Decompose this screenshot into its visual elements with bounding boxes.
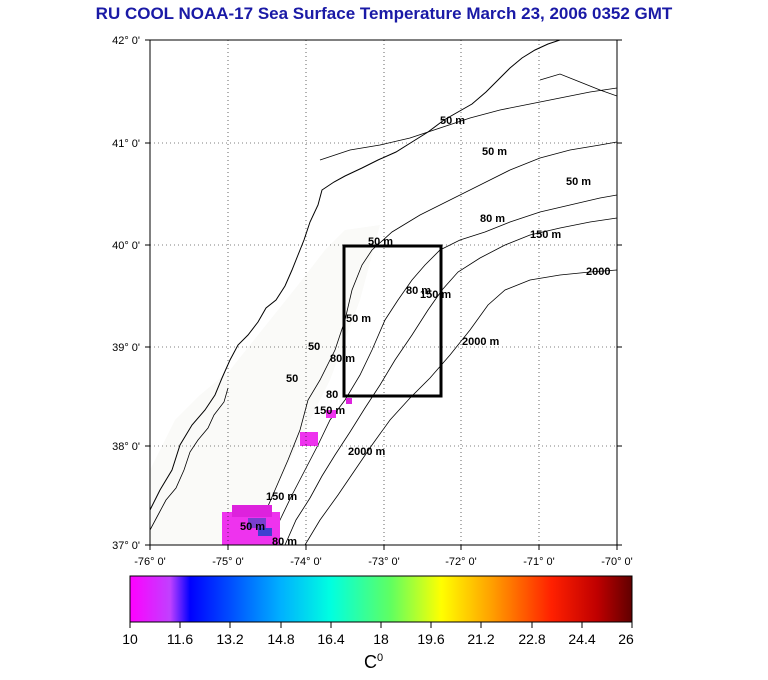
colorbar-units: C0 (364, 652, 383, 673)
latitude-labels: 42° 0' 41° 0' 40° 0' 39° 0' 38° 0' 37° 0… (112, 35, 140, 552)
colorbar-label: 22.8 (518, 631, 545, 647)
lon-label: -73° 0' (368, 556, 400, 568)
longitude-labels: -76° 0' -75° 0' -74° 0' -73° 0' -72° 0' … (134, 556, 633, 568)
colorbar-label: 26 (618, 631, 634, 647)
lon-label: -75° 0' (212, 556, 244, 568)
data-coverage (150, 225, 380, 545)
contour-label: 50 (308, 341, 320, 353)
contour-label: 2000 m (462, 336, 500, 348)
contour-label: 150 m (314, 405, 345, 417)
cape-cod-shore (539, 73, 617, 97)
lat-label: 37° 0' (112, 540, 140, 552)
grid (150, 40, 617, 545)
contour-50m (249, 141, 617, 545)
colorbar-label: 11.6 (167, 631, 193, 647)
colorbar-ticks (129, 622, 633, 628)
contour-label: 50 m (346, 313, 371, 325)
contour-label: 2000 m (348, 446, 386, 458)
colorbar-label: 14.8 (267, 631, 294, 647)
contour-label: 50 m (368, 236, 393, 248)
contour-label: 150 m (266, 491, 297, 503)
colorbar-label: 21.2 (467, 631, 494, 647)
contour-labels: 50 m 50 m 50 m 80 m 150 m 2000 50 m 50 m… (240, 115, 610, 548)
colorbar-label: 19.6 (417, 631, 444, 647)
contour-label: 150 m (420, 289, 451, 301)
lon-label: -71° 0' (523, 556, 555, 568)
contour-label: 50 m (566, 176, 591, 188)
bay-shoreline (150, 387, 229, 531)
colorbar-label: 10 (122, 631, 138, 647)
lon-label: -76° 0' (134, 556, 166, 568)
units-sup: 0 (377, 652, 384, 664)
tick-marks (145, 39, 622, 550)
lon-label: -70° 0' (601, 556, 633, 568)
contour-80m (267, 194, 617, 545)
colorbar (129, 575, 633, 623)
contour-label: 80 m (406, 285, 431, 297)
colorbar-label: 18 (373, 631, 389, 647)
contour-label: 80 m (480, 213, 505, 225)
colorbar-label: 24.4 (568, 631, 595, 647)
contour-label: 80 m (272, 536, 297, 548)
contour-label: 50 m (482, 146, 507, 158)
contour-label: 50 m (440, 115, 465, 127)
colorbar-label: 16.4 (317, 631, 344, 647)
lon-label: -74° 0' (290, 556, 322, 568)
lat-label: 41° 0' (112, 138, 140, 150)
contour-label: 50 m (240, 521, 265, 533)
colorbar-label: 13.2 (216, 631, 243, 647)
study-area-box (342, 244, 443, 398)
map-title: RU COOL NOAA-17 Sea Surface Temperature … (95, 4, 673, 23)
lat-label: 39° 0' (112, 342, 140, 354)
coastline (150, 40, 561, 511)
contour-label: 50 (286, 373, 298, 385)
contour-150m (284, 217, 617, 545)
lat-label: 38° 0' (112, 441, 140, 453)
colorbar-labels: 10 11.6 13.2 14.8 16.4 18 19.6 21.2 22.8… (122, 631, 634, 647)
contour-label: 2000 (586, 266, 610, 278)
contour-label: 150 m (530, 229, 561, 241)
contour-label: 80 (326, 389, 338, 401)
lat-label: 40° 0' (112, 240, 140, 252)
long-island-shore (319, 87, 617, 161)
lat-label: 42° 0' (112, 35, 140, 47)
units-base: C (364, 652, 377, 672)
contour-label: 80 m (330, 353, 355, 365)
sst-patches (222, 398, 352, 545)
lon-label: -72° 0' (445, 556, 477, 568)
